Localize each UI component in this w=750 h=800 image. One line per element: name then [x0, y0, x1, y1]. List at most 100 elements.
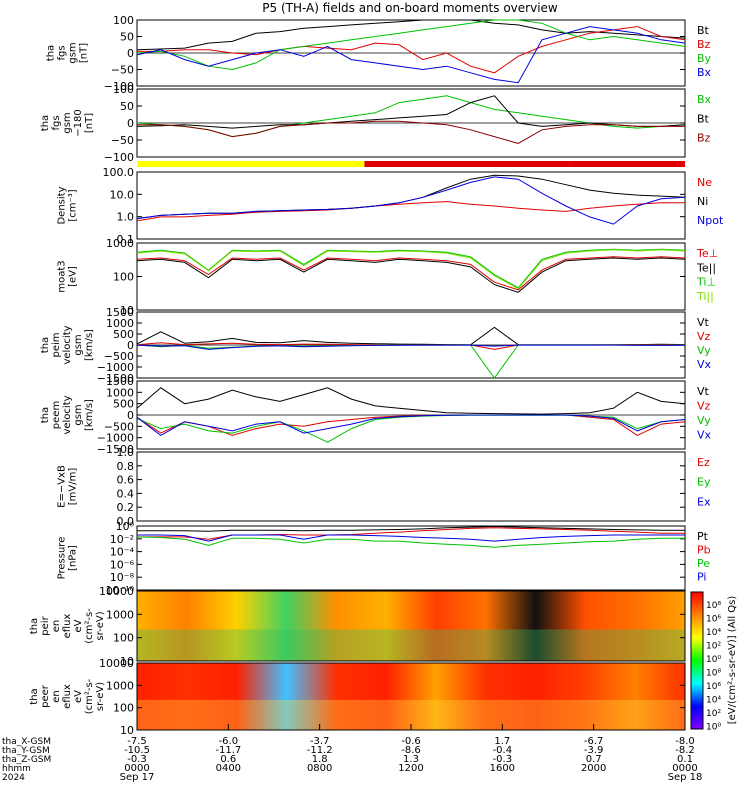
ytick-label: 0.6: [117, 474, 135, 487]
ytick-label: 100.0: [103, 166, 135, 179]
legend-Pb: Pb: [697, 544, 711, 557]
legend-Bt: Bt: [697, 24, 710, 37]
xaxis-x-value: -8.0: [675, 736, 695, 747]
series-Bt: [136, 19, 686, 51]
xaxis-time: 1600: [490, 763, 515, 774]
xaxis-row-label: 2024: [2, 773, 25, 783]
ylabel-line: peer: [40, 684, 51, 708]
ylabel-line: tha: [29, 688, 40, 704]
xaxis-row-label: hhmm: [2, 764, 31, 774]
ylabel-line: gsm: [73, 404, 84, 425]
ylabel-line: gsm: [73, 334, 84, 355]
ytick-label: 100: [113, 271, 134, 284]
panel-4: 1000 100 10 moat3 [eV] Te⊥Te|| Ti⊥Ti||: [57, 237, 719, 317]
ytick-label: 10: [120, 724, 134, 737]
ytick-label: −50: [111, 64, 134, 77]
ylabel-line: Density: [57, 186, 68, 224]
legend-Vz: Vz: [697, 400, 711, 413]
ytick-label: −500: [104, 350, 134, 363]
legend-Vx: Vx: [697, 358, 712, 371]
legend-Ni: Ni: [697, 195, 708, 208]
xaxis-x-value: -7.5: [127, 736, 147, 747]
xaxis-time: 0800: [307, 763, 332, 774]
ylabel-line: −180: [73, 109, 84, 136]
colorbar-tick: 10²: [706, 709, 721, 719]
series-Pi: [137, 534, 685, 542]
ytick-label: 100: [113, 632, 134, 645]
ylabel-line: sr-eV): [95, 611, 106, 640]
ylabel-line: fgs: [57, 45, 68, 60]
ylabel-line: Pressure: [57, 537, 68, 580]
ylabel-line: [km/s]: [84, 329, 95, 361]
ytick-label: −1500: [97, 372, 134, 385]
colorbar-tick: 10⁶: [706, 682, 721, 692]
panel-frame: [136, 242, 686, 311]
ytick-label: 10⁻⁴: [110, 546, 135, 559]
xaxis-y-value: -11.2: [307, 745, 333, 756]
ylabel-line: peim: [51, 332, 62, 357]
xaxis-x-value: 1.7: [494, 736, 510, 747]
series-Bx: [136, 26, 686, 84]
legend-Ex: Ex: [697, 495, 711, 508]
ytick-label: 10⁻⁸: [110, 571, 135, 584]
legend-Bz: Bz: [697, 132, 711, 145]
x-axis: tha_X-GSMtha_Y-GSMtha_Z-GSMhhmm2024-7.5-…: [2, 724, 702, 783]
ytick-label: 1000: [106, 317, 134, 330]
legend-Ne: Ne: [697, 176, 712, 189]
ylabel-line: velocity: [62, 395, 73, 434]
panel-2: 100 50 0 −50 −100 tha fgs gsm −180 [nT] Bx Bt Bz: [40, 83, 712, 164]
ylabel-line: tha: [40, 407, 51, 423]
ylabel-line: velocity: [62, 325, 73, 364]
xaxis-z-value: -0.3: [493, 754, 513, 765]
legend-Vy: Vy: [697, 414, 711, 427]
ylabel-line: [km/s]: [84, 399, 95, 431]
ylabel-line: (cm²-s-: [84, 608, 95, 644]
colorbar-tick: 10⁰: [706, 723, 721, 733]
series-Bx: [136, 95, 686, 138]
series-Vx: [136, 344, 686, 350]
ytick-label: −100: [104, 80, 134, 93]
colorbar: 10⁸ 10⁶ 10⁴ 10² 10⁰ 10⁸ 10⁶ 10⁴ 10² 10⁰ [eV/(cm²-s…: [690, 591, 738, 733]
ytick-label: 100: [113, 14, 134, 27]
ytick-label: −1500: [97, 443, 134, 456]
panel-frame: [136, 590, 686, 662]
xaxis-time: 2000: [581, 763, 606, 774]
ytick-label: 1.0: [117, 446, 135, 459]
ylabel-line: [nT]: [84, 113, 95, 133]
xaxis-row-label: tha_Z-GSM: [2, 755, 51, 765]
legend-By: By: [697, 52, 712, 65]
xaxis-x-value: -6.7: [584, 736, 604, 747]
panel-frame: [136, 171, 686, 240]
ylabel-line: peem: [51, 401, 62, 429]
legend-Ez: Ez: [697, 456, 710, 469]
xaxis-y-value: -11.7: [215, 745, 241, 756]
ytick-label: 0: [127, 47, 134, 60]
xaxis-z-value: 0.7: [586, 754, 602, 765]
xaxis-time: 0000: [672, 763, 697, 774]
mode-bar-segment: [364, 161, 570, 167]
legend-Bx: Bx: [697, 66, 712, 79]
ytick-label: 1000: [106, 386, 134, 399]
xaxis-y-value: -10.5: [124, 745, 150, 756]
ytick-label: 10⁻²: [110, 533, 134, 546]
panel-10: 10000 1000 100 10 tha peer en eflux eV (cm²-s-sr-…: [29, 657, 686, 737]
ylabel-line: tha: [40, 337, 51, 353]
mode-bar: [137, 161, 685, 167]
ytick-label: −50: [111, 134, 134, 147]
colorbar-tick: 10⁸: [706, 669, 721, 679]
ytick-label: −100: [104, 151, 134, 164]
legend-Bx: Bx: [697, 93, 712, 106]
legend-Pe: Pe: [697, 557, 710, 570]
ytick-label: 1500: [106, 306, 134, 319]
ylabel-line: gsm: [68, 42, 79, 63]
ylabel-line: tha: [29, 618, 40, 634]
ytick-label: 500: [113, 328, 134, 341]
ytick-label: 10⁰: [116, 520, 135, 533]
xaxis-row-label: tha_X-GSM: [2, 737, 51, 747]
ylabel-line: [eV]: [68, 266, 79, 287]
ylabel-line: (cm²-s-: [84, 678, 95, 714]
ytick-label: 0.0: [117, 515, 135, 528]
